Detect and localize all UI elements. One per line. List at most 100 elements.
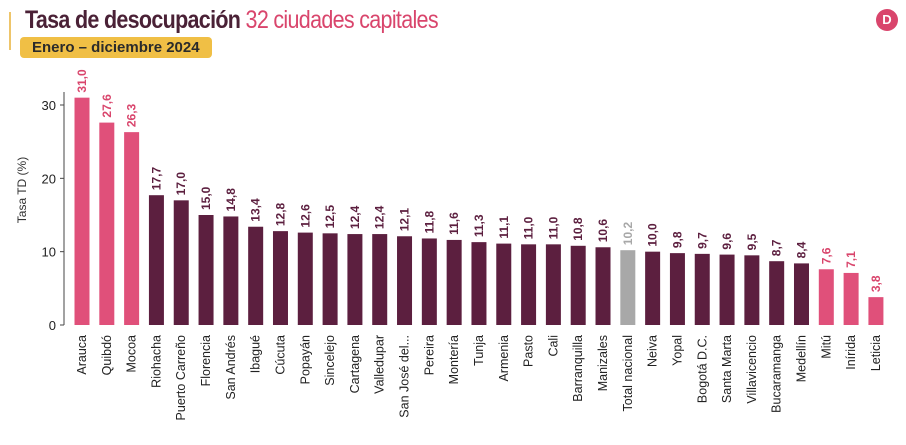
value-label: 13,4 bbox=[249, 198, 263, 222]
category-label: Sincelejo bbox=[323, 335, 337, 386]
category-label: Arauca bbox=[75, 335, 89, 375]
category-label: Mitú bbox=[819, 335, 833, 359]
bar-barranquilla bbox=[570, 245, 586, 325]
category-label: Puerto Carreño bbox=[174, 335, 188, 421]
value-label: 27,6 bbox=[100, 94, 114, 118]
bar-san-andr-s bbox=[223, 216, 239, 325]
bar-mit- bbox=[818, 269, 834, 325]
category-label: Villavicencio bbox=[745, 335, 759, 404]
value-label: 9,8 bbox=[670, 231, 684, 248]
value-label: 31,0 bbox=[75, 69, 89, 93]
bar-cali bbox=[545, 244, 561, 325]
value-label: 11,0 bbox=[522, 216, 536, 239]
accent-line bbox=[9, 12, 11, 50]
category-label: Bucaramanga bbox=[770, 335, 784, 413]
category-label: Bogotá D.C. bbox=[695, 335, 709, 403]
value-label: 17,0 bbox=[174, 172, 188, 196]
value-label: 15,0 bbox=[199, 186, 213, 210]
value-label: 9,6 bbox=[720, 233, 734, 250]
chart-title: Tasa de desocupación 32 ciudades capital… bbox=[25, 6, 439, 35]
category-label: Valledupar bbox=[373, 335, 387, 394]
bar-arauca bbox=[74, 97, 90, 326]
category-label: Riohacha bbox=[149, 335, 163, 388]
category-label: Pasto bbox=[522, 335, 536, 367]
value-label: 7,6 bbox=[819, 247, 833, 264]
value-label: 11,1 bbox=[497, 216, 511, 239]
title-highlight: 32 ciudades capitales bbox=[245, 6, 439, 34]
category-label: Cartagena bbox=[348, 335, 362, 393]
bar-pereira bbox=[421, 238, 437, 325]
value-label: 12,4 bbox=[348, 205, 362, 229]
value-label: 7,1 bbox=[844, 251, 858, 268]
bar-bucaramanga bbox=[769, 261, 785, 325]
value-label: 10,8 bbox=[571, 217, 585, 241]
category-label: Neiva bbox=[646, 335, 660, 367]
bar-monter-a bbox=[446, 239, 462, 325]
category-label: Cúcuta bbox=[273, 335, 287, 375]
bar-bogot-d-c- bbox=[694, 253, 710, 325]
value-label: 11,6 bbox=[447, 212, 461, 235]
value-label: 12,8 bbox=[273, 202, 287, 226]
category-label: Ibagué bbox=[249, 335, 263, 373]
value-label: 9,7 bbox=[695, 232, 709, 249]
category-label: Popayán bbox=[298, 335, 312, 384]
bar-puerto-carre-o bbox=[173, 200, 189, 325]
value-label: 14,8 bbox=[224, 188, 238, 212]
value-label: 10,6 bbox=[596, 219, 610, 243]
category-label: Cali bbox=[546, 335, 560, 357]
bar-valledupar bbox=[372, 234, 388, 325]
bar-santa-marta bbox=[719, 254, 735, 325]
chart-subtitle: Enero – diciembre 2024 bbox=[20, 37, 212, 58]
category-label: Santa Marta bbox=[720, 335, 734, 403]
category-label: Manizales bbox=[596, 335, 610, 391]
y-tick-label: 20 bbox=[42, 171, 56, 186]
category-label: Pereira bbox=[422, 335, 436, 375]
category-label: Medellín bbox=[794, 335, 808, 382]
bar-pasto bbox=[521, 244, 537, 325]
category-label: San Andrés bbox=[224, 335, 238, 400]
category-label: Yopal bbox=[670, 335, 684, 366]
value-label: 11,0 bbox=[546, 216, 560, 239]
value-label: 3,8 bbox=[869, 275, 883, 292]
bar-total-nacional bbox=[620, 250, 636, 325]
bar-c-cuta bbox=[272, 231, 288, 325]
title-main: Tasa de desocupación bbox=[25, 6, 241, 34]
bar-mocoa bbox=[124, 132, 140, 325]
bar-leticia bbox=[868, 297, 884, 325]
category-label: San José del... bbox=[398, 335, 412, 418]
category-label: Quibdó bbox=[100, 335, 114, 375]
bar-medell-n bbox=[793, 263, 809, 325]
value-label: 11,3 bbox=[472, 214, 486, 237]
value-label: 26,3 bbox=[125, 103, 139, 127]
bar-manizales bbox=[595, 247, 611, 325]
bar-ibagu- bbox=[248, 226, 264, 325]
bar-quibd- bbox=[99, 122, 115, 325]
category-label: Mocoa bbox=[125, 335, 139, 373]
category-label: Montería bbox=[447, 335, 461, 384]
value-label: 9,5 bbox=[745, 233, 759, 250]
y-tick-label: 0 bbox=[49, 318, 56, 333]
bar-popay-n bbox=[297, 232, 313, 325]
category-label: Armenia bbox=[497, 335, 511, 382]
bar-florencia bbox=[198, 215, 214, 325]
bar-neiva bbox=[645, 251, 661, 325]
bar-sincelejo bbox=[322, 233, 338, 325]
y-tick-label: 10 bbox=[42, 245, 56, 260]
bar-armenia bbox=[496, 243, 512, 325]
value-label: 12,6 bbox=[298, 204, 312, 228]
value-label: 10,0 bbox=[646, 223, 660, 247]
value-label: 12,5 bbox=[323, 205, 337, 229]
category-label: Inírida bbox=[844, 335, 858, 370]
bar-tunja bbox=[471, 242, 487, 325]
category-label: Florencia bbox=[199, 335, 213, 386]
value-label: 17,7 bbox=[149, 167, 163, 191]
bar-yopal bbox=[669, 253, 685, 325]
value-label: 8,4 bbox=[794, 241, 808, 258]
bar-riohacha bbox=[148, 195, 164, 325]
category-label: Barranquilla bbox=[571, 335, 585, 402]
category-label: Leticia bbox=[869, 335, 883, 371]
value-label: 8,7 bbox=[770, 239, 784, 256]
category-label: Tunja bbox=[472, 335, 486, 366]
